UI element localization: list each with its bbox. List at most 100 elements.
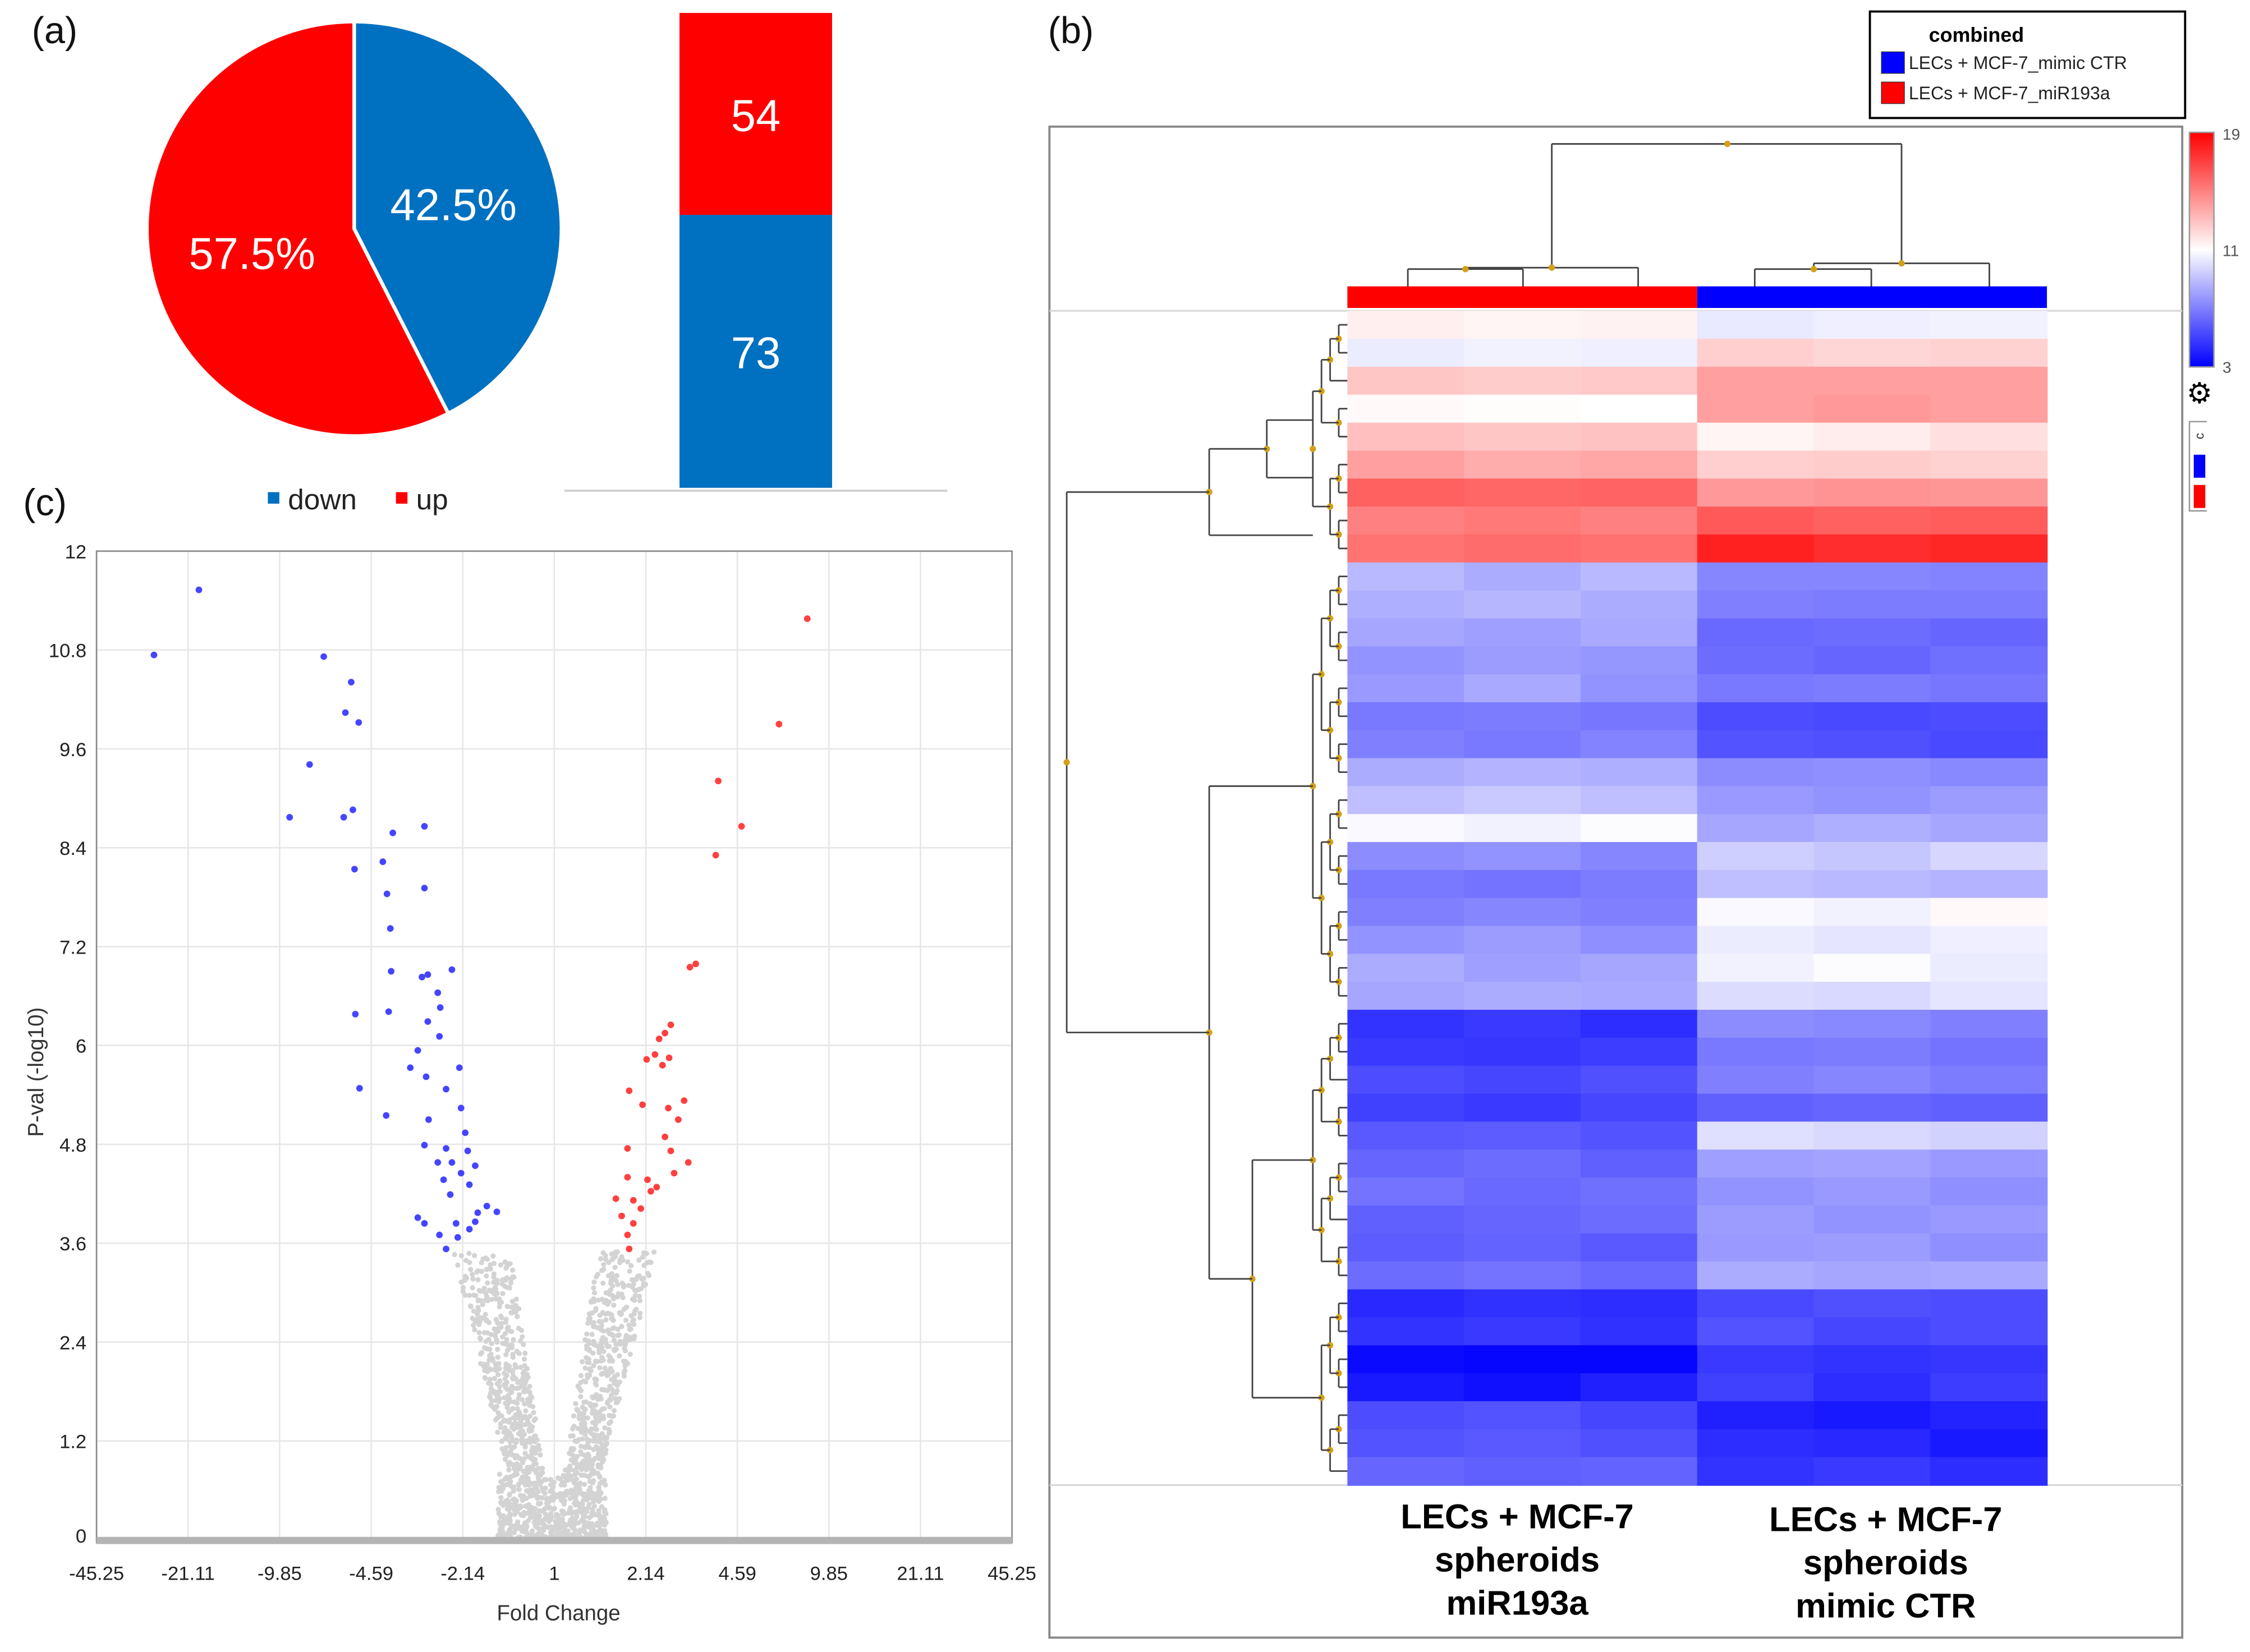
nonsignificant-point <box>506 1368 512 1373</box>
nonsignificant-point <box>555 1521 562 1526</box>
heatmap-cell <box>1580 1205 1698 1235</box>
nonsignificant-point <box>486 1346 493 1352</box>
panel-label-c: (c) <box>23 482 67 523</box>
heatmap-cell <box>1813 1373 1931 1402</box>
downregulated-point <box>387 925 394 932</box>
nonsignificant-point <box>568 1433 573 1439</box>
nonsignificant-point <box>604 1373 610 1378</box>
nonsignificant-point <box>612 1264 618 1270</box>
nonsignificant-point <box>627 1327 633 1332</box>
nonsignificant-point <box>511 1487 516 1492</box>
nonsignificant-point <box>517 1503 524 1509</box>
heatmap-cell <box>1930 1233 2048 1262</box>
nonsignificant-point <box>493 1286 499 1292</box>
heatmap-cell <box>1697 1205 1815 1235</box>
downregulated-point <box>457 1170 465 1177</box>
nonsignificant-point <box>530 1444 536 1450</box>
nonsignificant-point <box>602 1495 608 1501</box>
nonsignificant-point <box>458 1253 464 1259</box>
y-tick-label: 8.4 <box>59 838 86 859</box>
dendrogram-node <box>1310 445 1316 452</box>
nonsignificant-point <box>637 1315 643 1320</box>
downregulated-point <box>423 1073 430 1080</box>
heatmap-cell <box>1580 869 1698 899</box>
nonsignificant-point <box>627 1335 633 1340</box>
nonsignificant-point <box>512 1306 517 1312</box>
heatmap-cell <box>1464 954 1582 983</box>
nonsignificant-point <box>617 1260 623 1266</box>
nonsignificant-point <box>549 1515 554 1520</box>
downregulated-point <box>150 651 158 659</box>
nonsignificant-point <box>506 1467 512 1473</box>
heatmap-cell <box>1580 702 1698 731</box>
heatmap-cell <box>1813 478 1931 508</box>
nonsignificant-point <box>521 1511 527 1516</box>
upregulated-point <box>685 1159 692 1166</box>
heatmap-cell <box>1813 1177 1931 1207</box>
heatmap-cell <box>1464 1401 1582 1430</box>
heatmap-cell <box>1347 366 1465 395</box>
nonsignificant-point <box>498 1479 504 1484</box>
downregulated-point <box>434 1159 442 1166</box>
downregulated-point <box>436 1033 443 1040</box>
nonsignificant-point <box>596 1418 602 1424</box>
nonsignificant-point <box>475 1312 480 1317</box>
nonsignificant-point <box>599 1442 605 1447</box>
heatmap-cell <box>1347 1457 1465 1486</box>
nonsignificant-point <box>562 1467 568 1473</box>
nonsignificant-point <box>475 1297 481 1303</box>
nonsignificant-point <box>526 1426 532 1432</box>
gear-icon[interactable]: ⚙ <box>2187 377 2212 409</box>
nonsignificant-point <box>503 1352 509 1358</box>
heatmap-cell <box>1697 898 1815 927</box>
nonsignificant-point <box>626 1322 632 1328</box>
nonsignificant-point <box>532 1483 538 1489</box>
nonsignificant-point <box>527 1439 533 1446</box>
nonsignificant-point <box>505 1506 511 1511</box>
heatmap-cell <box>1930 954 2048 983</box>
nonsignificant-point <box>482 1375 488 1380</box>
heatmap-cell <box>1580 1373 1698 1402</box>
heatmap-cell <box>1930 562 2048 591</box>
downregulated-point <box>419 973 425 981</box>
heatmap-cell <box>1813 534 1931 563</box>
heatmap-cell <box>1347 1345 1465 1374</box>
heatmap-cell <box>1697 1401 1815 1430</box>
nonsignificant-point <box>601 1478 607 1483</box>
nonsignificant-point <box>498 1495 504 1501</box>
nonsignificant-point <box>527 1436 533 1442</box>
nonsignificant-point <box>497 1396 502 1402</box>
heatmap-cell <box>1813 786 1931 815</box>
downregulated-point <box>195 586 203 593</box>
nonsignificant-point <box>508 1522 514 1527</box>
upregulated-point <box>681 1097 688 1105</box>
nonsignificant-point <box>506 1531 512 1538</box>
nonsignificant-point <box>599 1431 605 1437</box>
upregulated-point <box>803 615 811 622</box>
nonsignificant-point <box>575 1438 580 1444</box>
downregulated-point <box>466 1181 473 1188</box>
nonsignificant-point <box>527 1383 532 1389</box>
nonsignificant-point <box>532 1506 538 1511</box>
heatmap-cell <box>1464 1233 1582 1262</box>
heatmap-cell <box>1347 674 1465 703</box>
nonsignificant-point <box>506 1363 511 1369</box>
upregulated-point <box>651 1051 659 1058</box>
heatmap-cell <box>1580 758 1698 787</box>
heatmap-cell <box>1580 450 1698 480</box>
nonsignificant-point <box>575 1425 581 1432</box>
nonsignificant-point <box>571 1500 577 1506</box>
heatmap-cell <box>1580 562 1698 591</box>
nonsignificant-point <box>567 1495 573 1502</box>
nonsignificant-point <box>480 1301 485 1308</box>
nonsignificant-point <box>600 1448 605 1453</box>
nonsignificant-point <box>584 1331 590 1337</box>
heatmap-cell <box>1580 730 1698 759</box>
heatmap-cell <box>1580 1233 1698 1262</box>
upregulated-point <box>659 1062 666 1069</box>
heatmap-cell <box>1930 506 2048 536</box>
nonsignificant-point <box>549 1488 554 1493</box>
nonsignificant-point <box>475 1319 481 1326</box>
nonsignificant-point <box>567 1507 573 1512</box>
heatmap-cell <box>1930 1177 2048 1207</box>
